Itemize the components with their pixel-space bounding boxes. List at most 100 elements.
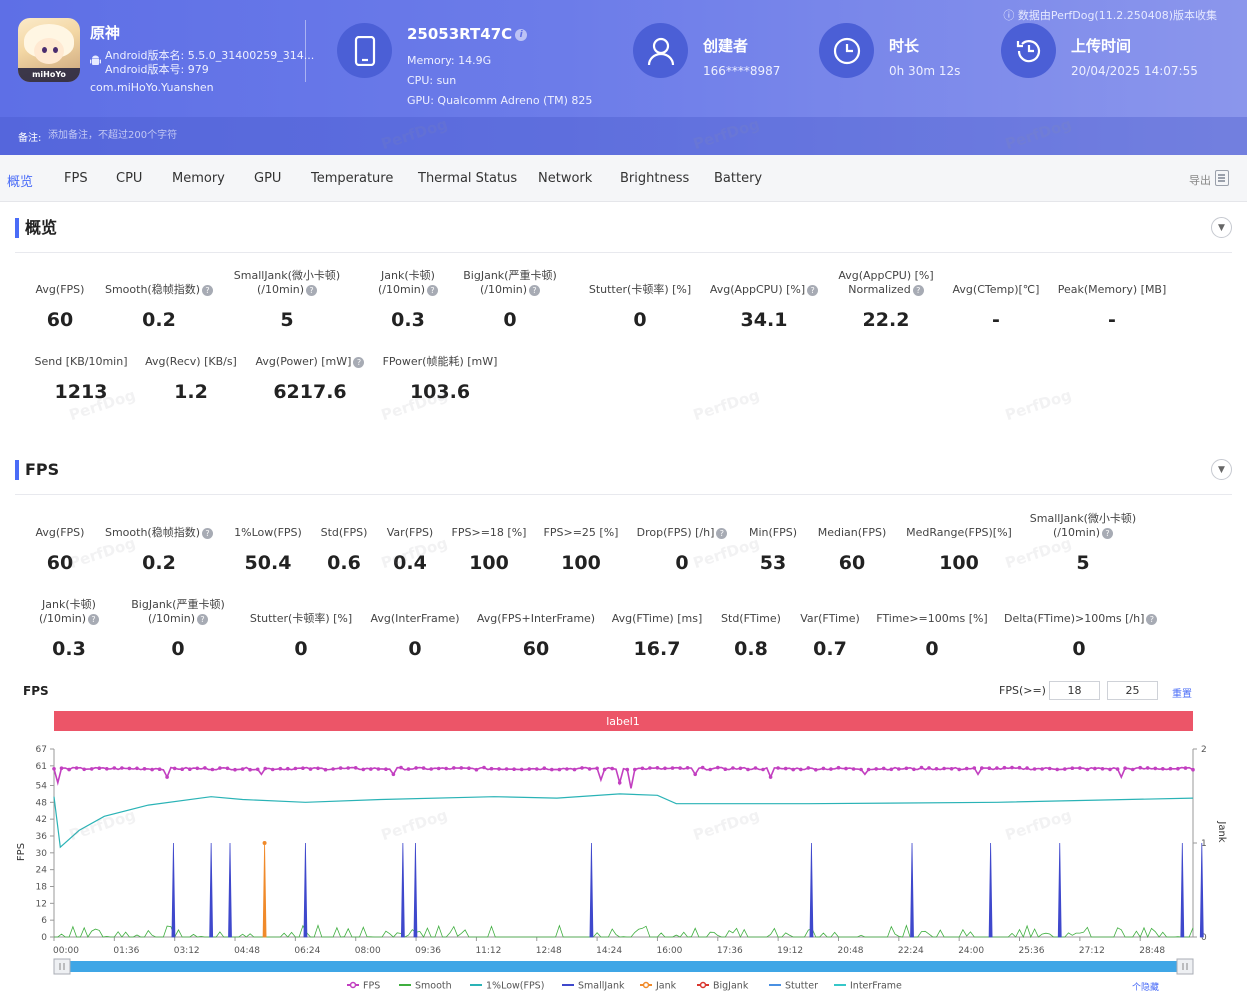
- duration-label: 时长: [889, 37, 920, 55]
- fps-threshold-input-2[interactable]: [1107, 681, 1158, 700]
- tab-temperature[interactable]: Temperature: [311, 171, 394, 186]
- metric-value: 6217.6: [273, 381, 347, 403]
- help-icon[interactable]: ?: [1102, 527, 1114, 539]
- help-icon[interactable]: ?: [197, 613, 209, 625]
- legend-item[interactable]: Stutter: [769, 981, 818, 992]
- help-icon[interactable]: ?: [427, 284, 439, 296]
- fps-point: [980, 766, 984, 770]
- device-model: 25053RT47C i: [407, 25, 528, 43]
- help-icon[interactable]: ?: [912, 284, 924, 296]
- metric-label-line1: Jank(卡顿): [381, 269, 435, 282]
- legend-item[interactable]: 1%Low(FPS): [470, 981, 544, 992]
- y-axis-label: FPS: [16, 843, 27, 861]
- metric-label: FPS>=25 [%]: [543, 526, 619, 539]
- tab-memory[interactable]: Memory: [172, 171, 225, 186]
- fps-point: [120, 766, 124, 770]
- fps-point: [919, 765, 924, 770]
- tab-gpu[interactable]: GPU: [254, 171, 282, 186]
- y-tick-label: 24: [36, 866, 48, 876]
- metric-item: 1%Low(FPS) 50.4: [193, 512, 343, 578]
- fps-point: [587, 767, 592, 771]
- help-icon[interactable]: ?: [807, 284, 819, 296]
- timeline-slider-track[interactable]: [54, 961, 1193, 972]
- fps-series-line: [53, 766, 1194, 789]
- tab-network[interactable]: Network: [538, 171, 593, 186]
- x-tick-label: 27:12: [1079, 946, 1105, 956]
- fps-point: [1183, 766, 1188, 770]
- smalljank-spike: [171, 842, 176, 938]
- tab-cpu[interactable]: CPU: [116, 171, 143, 186]
- tab-thermal-status[interactable]: Thermal Status: [418, 171, 518, 186]
- label-banner[interactable]: [54, 711, 1193, 731]
- tab-fps[interactable]: FPS: [64, 171, 88, 186]
- fps-point: [1047, 766, 1052, 771]
- fps-point: [376, 767, 381, 771]
- help-icon[interactable]: ?: [353, 356, 365, 368]
- fps-point: [218, 766, 222, 770]
- legend-item[interactable]: InterFrame: [834, 981, 902, 992]
- legend-marker: [642, 981, 650, 989]
- x-tick-label: 16:00: [656, 946, 682, 956]
- fps-point: [783, 766, 788, 771]
- metric-label: Std(FPS): [320, 526, 368, 539]
- help-icon[interactable]: ?: [306, 284, 318, 296]
- metric-label-line1: BigJank(严重卡顿): [131, 598, 225, 611]
- fps-threshold-input-1[interactable]: [1049, 681, 1100, 700]
- y-tick-label: 18: [36, 882, 48, 892]
- tab-overview[interactable]: 概览: [7, 175, 34, 190]
- legend-item[interactable]: Smooth: [399, 981, 452, 992]
- collapse-overview-button[interactable]: ▼: [1211, 217, 1232, 238]
- metric-item: Avg(CTemp)[℃] -: [921, 269, 1071, 335]
- y-tick-label: 48: [36, 798, 48, 808]
- metric-item: FPS>=25 [%] 100: [506, 512, 656, 578]
- tab-battery[interactable]: Battery: [714, 171, 763, 186]
- help-icon[interactable]: ?: [202, 284, 214, 296]
- fps-point: [323, 767, 328, 772]
- fps-point: [1010, 765, 1014, 770]
- collapse-fps-button[interactable]: ▼: [1211, 459, 1232, 480]
- fps-point: [874, 767, 878, 771]
- metric-value: 0.2: [142, 309, 176, 331]
- help-icon[interactable]: ?: [202, 527, 214, 539]
- metric-value: 60: [46, 552, 74, 574]
- reset-link[interactable]: 重置: [1172, 689, 1192, 700]
- fps-point: [957, 767, 961, 772]
- fps-point: [565, 767, 569, 771]
- remark-input[interactable]: [48, 127, 268, 143]
- help-icon[interactable]: ?: [529, 284, 541, 296]
- metric-item: Avg(AppCPU) [%]? 34.1: [689, 269, 839, 335]
- fps-point: [1093, 766, 1097, 771]
- timeline-slider-right-handle[interactable]: [1176, 958, 1194, 975]
- export-icon[interactable]: [1215, 170, 1229, 186]
- export-button[interactable]: 导出: [1189, 174, 1211, 187]
- fps-point: [806, 766, 811, 770]
- metric-value: 100: [561, 552, 601, 574]
- metric-value: 60: [838, 552, 866, 574]
- tab-brightness[interactable]: Brightness: [620, 171, 690, 186]
- fps-point: [82, 767, 86, 772]
- help-icon[interactable]: ?: [716, 527, 728, 539]
- metric-label: Avg(InterFrame): [370, 612, 460, 625]
- legend-item[interactable]: Jank: [640, 981, 677, 992]
- legend-item[interactable]: FPS: [347, 981, 380, 992]
- timeline-slider-left-handle[interactable]: [53, 958, 71, 975]
- metric-value: 50.4: [244, 552, 292, 574]
- fps-point: [1115, 767, 1120, 771]
- device-info-icon[interactable]: i: [515, 28, 528, 41]
- duration-value: 0h 30m 12s: [889, 64, 961, 78]
- fps-point: [52, 767, 56, 771]
- watermark: PerfDog: [1002, 385, 1074, 425]
- fps-point: [97, 766, 102, 770]
- legend-item[interactable]: SmallJank: [562, 981, 625, 992]
- x-tick-label: 01:36: [113, 946, 139, 956]
- legend-item[interactable]: BigJank: [697, 981, 749, 992]
- help-icon[interactable]: ?: [1146, 613, 1158, 625]
- metric-item: MedRange(FPS)[%] 100: [884, 512, 1034, 578]
- jank-point: [262, 841, 267, 845]
- hide-series-link[interactable]: 个隐藏: [1132, 983, 1160, 993]
- help-icon[interactable]: ?: [88, 613, 100, 625]
- fps-point: [1100, 767, 1105, 771]
- tab-bar: 概览 FPS CPU Memory GPU Temperature Therma…: [0, 155, 1247, 202]
- x-tick-label: 09:36: [415, 946, 441, 956]
- fps-point: [74, 766, 79, 770]
